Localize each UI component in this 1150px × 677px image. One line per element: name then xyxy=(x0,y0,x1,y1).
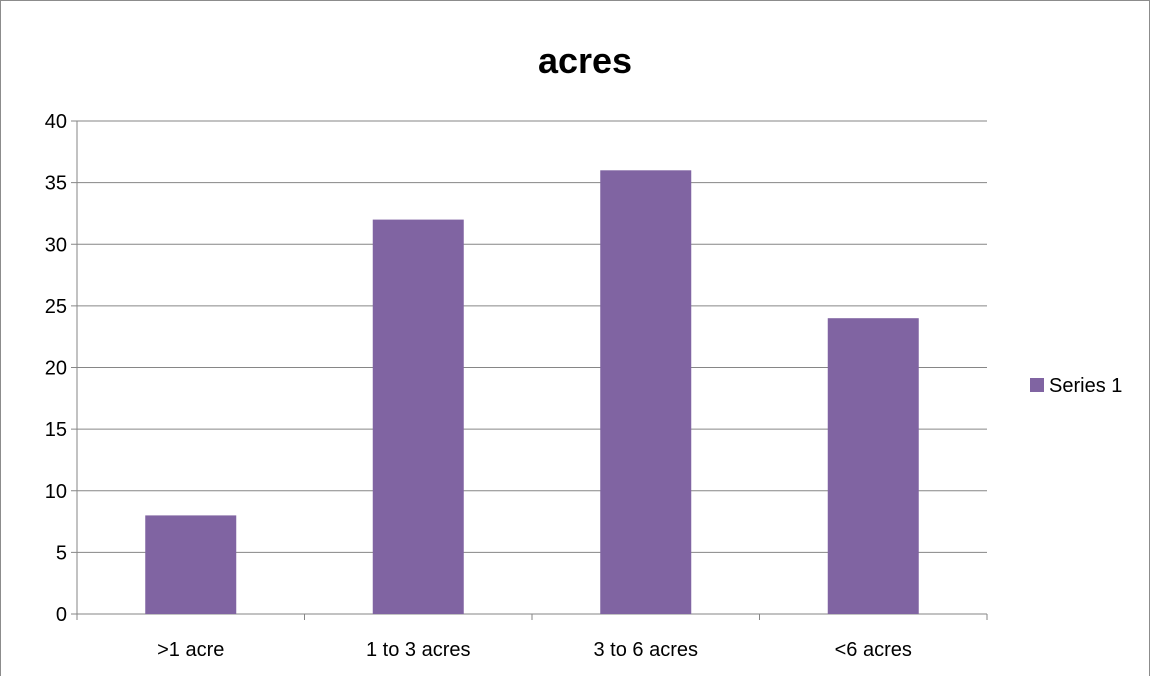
x-tick-label: <6 acres xyxy=(835,639,912,661)
x-tick-label: 3 to 6 acres xyxy=(593,639,698,661)
legend: Series 1 xyxy=(1030,375,1122,397)
y-tick-label: 5 xyxy=(56,542,67,564)
y-tick-label: 25 xyxy=(45,296,67,318)
bar-4 xyxy=(827,318,919,614)
chart-title: acres xyxy=(538,40,632,81)
legend-swatch-series-1 xyxy=(1030,378,1044,392)
y-tick-label: 20 xyxy=(45,358,67,380)
bars xyxy=(145,170,919,615)
y-tick-label: 30 xyxy=(45,234,67,256)
y-axis-tick-labels: 0 5 10 15 20 25 30 35 40 xyxy=(45,111,67,626)
x-tick-label: >1 acre xyxy=(157,639,224,661)
x-tick-label: 1 to 3 acres xyxy=(366,639,471,661)
y-tick-label: 35 xyxy=(45,173,67,195)
y-tick-label: 40 xyxy=(45,111,67,133)
legend-label-series-1: Series 1 xyxy=(1049,375,1122,397)
bar-1 xyxy=(145,515,237,614)
x-axis-tick-labels: >1 acre 1 to 3 acres 3 to 6 acres <6 acres xyxy=(157,639,912,661)
y-tick-label: 0 xyxy=(56,604,67,626)
y-tick-label: 10 xyxy=(45,481,67,503)
bar-2 xyxy=(372,219,464,614)
bar-3 xyxy=(600,170,692,615)
gridlines xyxy=(77,120,987,553)
y-tick-label: 15 xyxy=(45,419,67,441)
